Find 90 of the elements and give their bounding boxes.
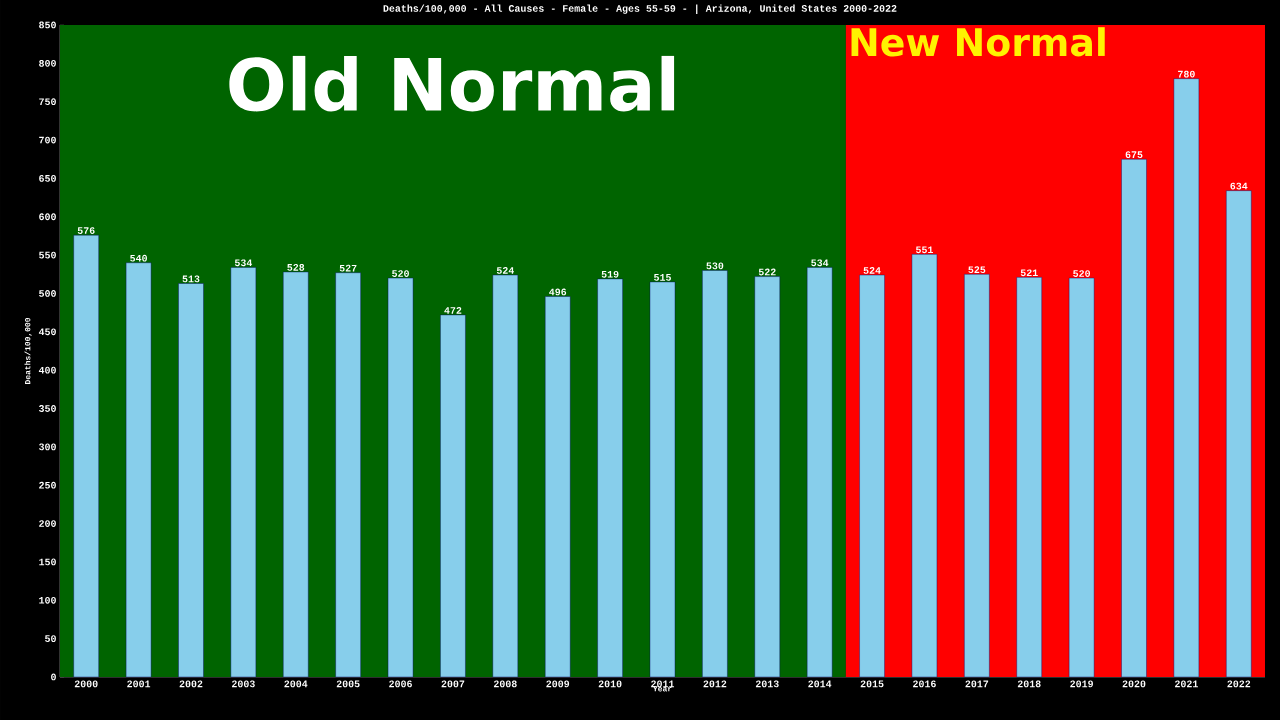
data-label: 540	[130, 254, 147, 262]
data-label: 522	[758, 268, 776, 276]
y-tick-label: 800	[39, 59, 56, 67]
x-tick-label: 2018	[1017, 680, 1041, 688]
bar	[387, 277, 414, 678]
y-tick-label: 850	[39, 21, 56, 29]
x-tick-label: 2006	[389, 680, 412, 688]
y-tick-label: 650	[39, 175, 56, 182]
x-tick-label: 2007	[441, 680, 465, 688]
x-tick-label: 2022	[1227, 680, 1251, 688]
bar	[702, 270, 728, 678]
bar	[283, 271, 309, 678]
data-label: 780	[1178, 70, 1195, 78]
x-tick-label: 2014	[808, 680, 832, 688]
band-label: Old Normal	[229, 55, 675, 112]
data-label: 634	[1230, 182, 1248, 190]
x-tick-label: 2012	[703, 680, 727, 688]
bar	[1226, 190, 1252, 678]
bar	[440, 314, 466, 678]
bar	[73, 234, 99, 678]
chart-title: Deaths/100,000 - All Causes - Female - Ages 55-59 - | Arizona, United States 2000-2022	[383, 4, 897, 14]
y-tick-label: 250	[39, 481, 56, 489]
x-tick-label: 2021	[1175, 680, 1198, 688]
x-tick-label: 2017	[965, 680, 989, 688]
data-label: 524	[863, 267, 881, 274]
x-tick-label: 2015	[860, 680, 884, 688]
y-tick-label: 600	[39, 213, 56, 221]
bar	[859, 274, 885, 678]
band-label: New Normal	[851, 27, 1105, 57]
y-tick-label: 550	[39, 251, 56, 259]
y-tick-label: 300	[39, 443, 56, 451]
y-tick-label: 350	[39, 405, 56, 412]
x-tick-label: 2011	[651, 680, 675, 688]
bar	[964, 274, 990, 678]
data-label: 534	[234, 259, 253, 267]
data-label: 521	[1020, 269, 1038, 277]
y-tick-label: 700	[39, 136, 56, 144]
y-tick-label: 0	[51, 673, 56, 681]
bar	[911, 254, 938, 678]
y-tick-label: 400	[38, 366, 56, 374]
bar	[1173, 78, 1200, 678]
x-tick-label: 2004	[284, 680, 308, 688]
x-tick-label: 2013	[755, 680, 779, 688]
bar	[597, 278, 623, 678]
x-tick-label: 2000	[74, 680, 98, 688]
y-tick-label: 750	[39, 98, 56, 106]
bar	[806, 267, 833, 678]
data-label: 515	[654, 274, 671, 281]
x-tick-label: 2005	[336, 680, 360, 688]
data-label: 520	[1073, 270, 1091, 277]
y-tick-label: 100	[39, 596, 56, 604]
bar	[335, 272, 361, 678]
data-label: 520	[392, 270, 409, 277]
bar	[1068, 277, 1095, 678]
bar	[1121, 159, 1147, 678]
data-label: 675	[1125, 151, 1143, 159]
data-label: 496	[549, 288, 567, 296]
bar	[230, 267, 257, 678]
data-label: 528	[287, 264, 305, 271]
bar	[545, 296, 571, 678]
x-tick-label: 2010	[598, 680, 622, 688]
bar	[649, 281, 676, 678]
bar	[754, 276, 780, 678]
data-label: 524	[496, 267, 514, 274]
data-label: 551	[915, 246, 933, 254]
y-tick-label: 200	[39, 520, 56, 527]
y-tick-label: 50	[45, 635, 56, 643]
x-tick-label: 2008	[493, 680, 517, 688]
data-label: 534	[811, 259, 829, 267]
data-label: 576	[77, 227, 95, 234]
y-tick-label: 150	[39, 558, 56, 566]
x-tick-label: 2009	[546, 680, 570, 688]
x-tick-label: 2001	[127, 680, 151, 688]
data-label: 527	[339, 264, 357, 272]
data-label: 472	[444, 307, 462, 314]
data-label: 530	[706, 262, 724, 270]
x-tick-label: 2003	[232, 680, 255, 688]
y-tick-label: 500	[39, 290, 56, 297]
x-tick-label: 2020	[1122, 680, 1146, 688]
x-tick-label: 2016	[913, 680, 936, 688]
data-label: 525	[968, 266, 986, 274]
bar	[492, 274, 519, 678]
bar	[125, 262, 152, 678]
data-label: 513	[182, 275, 200, 283]
bar	[1016, 277, 1042, 678]
x-tick-label: 2002	[179, 680, 203, 688]
x-tick-label: 2019	[1070, 680, 1093, 688]
y-tick-label: 450	[38, 328, 56, 336]
bar	[178, 283, 204, 678]
data-label: 519	[601, 270, 619, 278]
